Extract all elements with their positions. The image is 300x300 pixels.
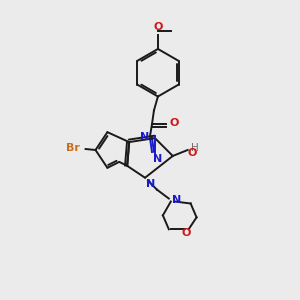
Text: O: O — [170, 118, 179, 128]
Text: O: O — [188, 148, 197, 158]
Text: O: O — [182, 228, 191, 238]
Text: Br: Br — [66, 143, 80, 153]
Text: O: O — [153, 22, 163, 32]
Text: H: H — [190, 143, 198, 153]
Text: N: N — [153, 154, 162, 164]
Text: N: N — [146, 179, 155, 189]
Text: N: N — [140, 132, 149, 142]
Text: N: N — [172, 194, 181, 205]
